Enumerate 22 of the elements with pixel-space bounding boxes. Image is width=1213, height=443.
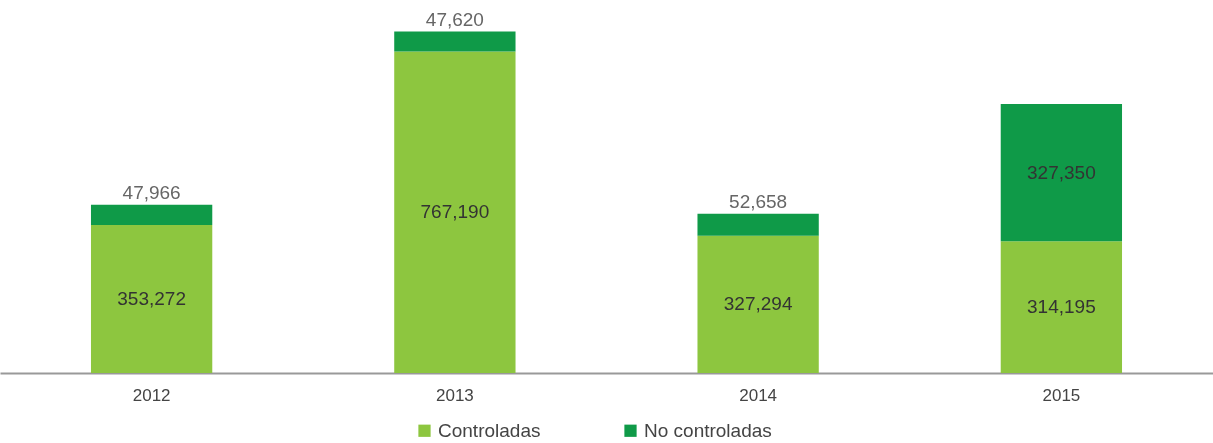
data-label: 353,272 xyxy=(117,287,186,309)
bar xyxy=(90,204,213,225)
bar xyxy=(697,235,819,373)
bar xyxy=(1000,104,1123,242)
bar xyxy=(394,31,516,52)
legend-label: No controladas xyxy=(644,419,772,441)
x-tick-label: 2014 xyxy=(739,385,778,405)
data-label: 327,350 xyxy=(1027,161,1096,183)
data-label: 47,966 xyxy=(122,182,181,204)
data-label: 47,620 xyxy=(425,8,484,30)
data-label: 327,294 xyxy=(723,293,793,315)
legend-label: Controladas xyxy=(438,419,541,441)
x-tick-label: 2012 xyxy=(132,385,171,405)
data-label: 767,190 xyxy=(420,201,490,223)
bar xyxy=(90,224,213,373)
data-label: 52,658 xyxy=(729,191,788,213)
bar xyxy=(697,213,819,236)
x-tick-label: 2013 xyxy=(435,385,474,405)
bar xyxy=(394,51,516,373)
bar xyxy=(1000,241,1123,373)
x-tick-label: 2015 xyxy=(1042,385,1081,405)
data-label: 314,195 xyxy=(1027,296,1096,318)
